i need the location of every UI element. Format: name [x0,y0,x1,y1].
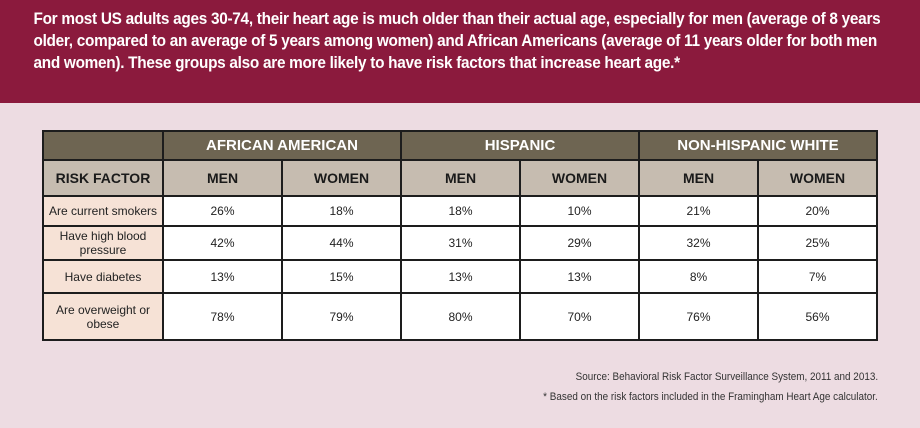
value-cell: 31% [400,225,521,261]
value-cell: 13% [162,259,283,294]
value-cell: 29% [519,225,640,261]
value-cell: 70% [519,292,640,341]
value-cell: 20% [757,195,878,227]
risk-factor-label: Are overweight or obese [42,292,164,341]
value-cell: 76% [638,292,759,341]
table-row: Have high blood pressure 42% 44% 31% 29% 32% 2… [42,225,878,261]
empty-header [42,130,164,161]
sub-header-row: RISK FACTOR MEN WOMEN MEN WOMEN MEN WOME… [42,159,878,197]
value-cell: 13% [400,259,521,294]
risk-factor-header: RISK FACTOR [42,159,164,197]
value-cell: 56% [757,292,878,341]
sub-header: MEN [400,159,521,197]
value-cell: 78% [162,292,283,341]
value-cell: 26% [162,195,283,227]
sub-header: MEN [638,159,759,197]
group-hispanic: HISPANIC [400,130,640,161]
risk-factor-label: Have high blood pressure [42,225,164,261]
table-row: Are overweight or obese 78% 79% 80% 70% 76% 56… [42,292,878,341]
group-header-row: AFRICAN AMERICAN HISPANIC NON-HISPANIC W… [42,130,878,161]
value-cell: 7% [757,259,878,294]
risk-factor-label: Have diabetes [42,259,164,294]
sub-header: WOMEN [757,159,878,197]
table-row: Have diabetes 13% 15% 13% 13% 8% 7% [42,259,878,294]
value-cell: 42% [162,225,283,261]
value-cell: 44% [281,225,402,261]
value-cell: 79% [281,292,402,341]
sub-header: MEN [162,159,283,197]
value-cell: 18% [400,195,521,227]
value-cell: 80% [400,292,521,341]
value-cell: 25% [757,225,878,261]
value-cell: 32% [638,225,759,261]
value-cell: 10% [519,195,640,227]
risk-factor-table: AFRICAN AMERICAN HISPANIC NON-HISPANIC W… [42,130,878,341]
risk-factor-label: Are current smokers [42,195,164,227]
intro-banner: For most US adults ages 30-74, their hea… [0,0,920,103]
table-row: Are current smokers 26% 18% 18% 10% 21% 20% [42,195,878,227]
sub-header: WOMEN [281,159,402,197]
group-non-hispanic-white: NON-HISPANIC WHITE [638,130,878,161]
value-cell: 8% [638,259,759,294]
value-cell: 13% [519,259,640,294]
footnote: * Based on the risk factors included in … [543,391,878,403]
value-cell: 21% [638,195,759,227]
value-cell: 18% [281,195,402,227]
intro-text: For most US adults ages 30-74, their hea… [33,10,881,72]
group-african-american: AFRICAN AMERICAN [162,130,402,161]
sub-header: WOMEN [519,159,640,197]
value-cell: 15% [281,259,402,294]
source-note: Source: Behavioral Risk Factor Surveilla… [575,371,878,383]
